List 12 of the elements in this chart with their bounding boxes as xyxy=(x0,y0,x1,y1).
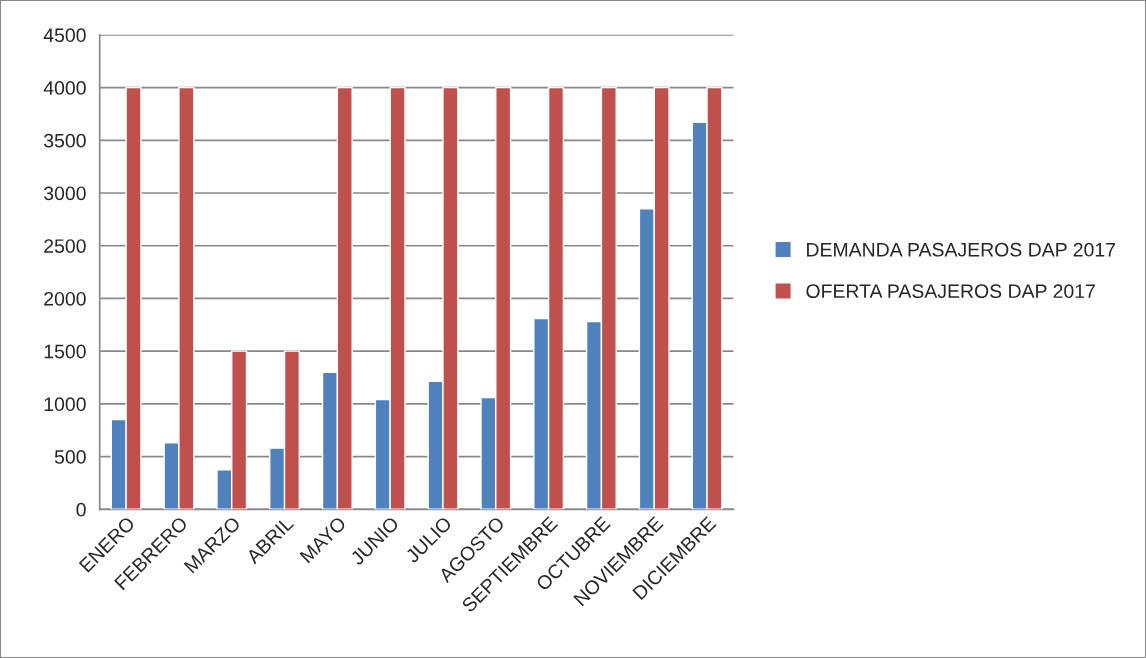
y-tick-label: 3500 xyxy=(44,133,86,148)
y-tick-label: 1000 xyxy=(44,397,86,412)
y-tick-label: 500 xyxy=(54,450,86,464)
y-tick-label: 2000 xyxy=(44,291,86,306)
y-tick-label: 1500 xyxy=(44,344,86,359)
y-tick-label: 3000 xyxy=(44,186,86,201)
y-tick-label: 4000 xyxy=(43,81,86,95)
legend-label: OFERTA PASAJEROS DAP 2017 xyxy=(806,284,1095,299)
y-tick-label: 4500 xyxy=(43,28,86,43)
y-tick-label: 2500 xyxy=(44,239,86,253)
y-tick-label: 0 xyxy=(76,502,86,517)
legend-label: DEMANDA PASAJEROS DAP 2017 xyxy=(807,242,1116,257)
